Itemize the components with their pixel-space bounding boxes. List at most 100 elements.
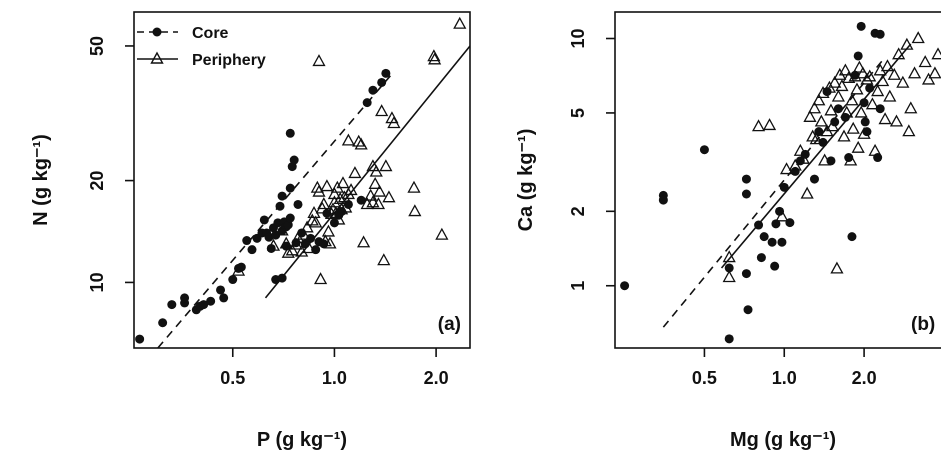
periphery-point (323, 236, 337, 249)
periphery-point (907, 66, 922, 79)
panel-b-core-fit-line (662, 56, 886, 328)
periphery-point (814, 114, 828, 127)
core-point (724, 263, 734, 273)
core-point (620, 281, 630, 291)
periphery-point (722, 250, 736, 263)
core-point (206, 296, 216, 306)
periphery-point (289, 237, 303, 250)
core-point (741, 269, 751, 279)
core-point (756, 253, 766, 263)
core-point (865, 83, 875, 93)
periphery-point (857, 126, 871, 139)
periphery-point (348, 166, 362, 179)
periphery-point (341, 133, 356, 146)
periphery-point (852, 60, 866, 73)
core-point (860, 117, 870, 127)
core-point (777, 237, 787, 247)
core-point (875, 104, 885, 114)
core-point (277, 273, 287, 283)
core-point (767, 237, 777, 247)
periphery-point (354, 137, 368, 150)
y-tick-label: 5 (568, 108, 588, 118)
periphery-point (751, 119, 766, 132)
periphery-point (807, 101, 822, 114)
core-point (158, 318, 168, 328)
legend-core-label: Core (192, 25, 229, 42)
periphery-point (327, 195, 342, 208)
panel-a-periphery-fit-line (264, 45, 470, 299)
core-point (216, 285, 226, 295)
panel-a: 0.5 1.0 2.0 10 20 50 Core Periphery (a) P (g … (30, 11, 471, 451)
periphery-point (366, 195, 380, 208)
periphery-point (838, 63, 852, 76)
periphery-point (837, 129, 851, 142)
periphery-point (427, 49, 441, 62)
core-point (167, 300, 177, 310)
core-point (771, 219, 781, 229)
periphery-point (896, 75, 910, 88)
core-point (743, 305, 753, 315)
periphery-point (339, 200, 353, 213)
periphery-point (803, 109, 817, 122)
periphery-point (880, 59, 895, 72)
periphery-point (809, 132, 823, 145)
core-point (377, 77, 387, 87)
core-point (754, 220, 764, 230)
core-point (741, 174, 751, 184)
core-point (658, 195, 668, 205)
panel-b: 0.5 1.0 2.0 1 2 5 10 (b) Mg (g kg⁻¹) Ca (g kg⁻… (515, 11, 941, 451)
periphery-point (344, 183, 358, 196)
periphery-point (902, 124, 916, 137)
core-point (219, 293, 229, 303)
core-point (790, 166, 800, 176)
periphery-point (831, 89, 845, 102)
x-tick-label: 1.0 (322, 368, 347, 388)
periphery-point (291, 230, 305, 243)
periphery-point (812, 93, 826, 106)
periphery-point (793, 143, 807, 156)
legend-core-marker (152, 27, 162, 37)
periphery-point (408, 204, 422, 217)
periphery-point (840, 105, 854, 118)
core-point (818, 137, 828, 147)
periphery-point (828, 75, 842, 88)
periphery-point (892, 47, 906, 60)
periphery-point (371, 197, 386, 210)
periphery-point (352, 134, 366, 147)
core-point (741, 189, 751, 199)
periphery-point (435, 227, 449, 240)
x-tick-label: 0.5 (220, 368, 245, 388)
periphery-point (302, 241, 316, 254)
periphery-point (314, 272, 328, 285)
y-tick-label: 2 (568, 206, 588, 216)
periphery-point (231, 263, 246, 276)
panel-a-ticks: 0.5 1.0 2.0 10 20 50 (87, 36, 449, 388)
legend: Core Periphery (137, 25, 266, 69)
legend-periphery-marker (150, 51, 164, 64)
periphery-point (309, 215, 323, 228)
periphery-point (329, 206, 343, 219)
periphery-point (788, 158, 802, 171)
panel-a-core-fit-line (157, 74, 392, 348)
panel-a-x-axis-label: P (g kg⁻¹) (257, 429, 347, 451)
periphery-point (372, 184, 387, 197)
periphery-point (379, 159, 393, 172)
periphery-point (320, 179, 334, 192)
periphery-point (336, 176, 350, 189)
core-point (199, 300, 209, 310)
periphery-point (382, 190, 396, 203)
periphery-point (722, 270, 736, 283)
periphery-point (800, 186, 814, 199)
periphery-point (931, 47, 941, 60)
periphery-point (887, 67, 901, 80)
core-point (724, 334, 734, 344)
periphery-point (285, 243, 299, 256)
periphery-point (868, 143, 882, 156)
periphery-point (851, 140, 865, 153)
periphery-point (327, 187, 342, 200)
periphery-point (375, 104, 389, 117)
core-point (285, 183, 295, 193)
periphery-point (911, 31, 925, 44)
periphery-point (453, 16, 467, 29)
